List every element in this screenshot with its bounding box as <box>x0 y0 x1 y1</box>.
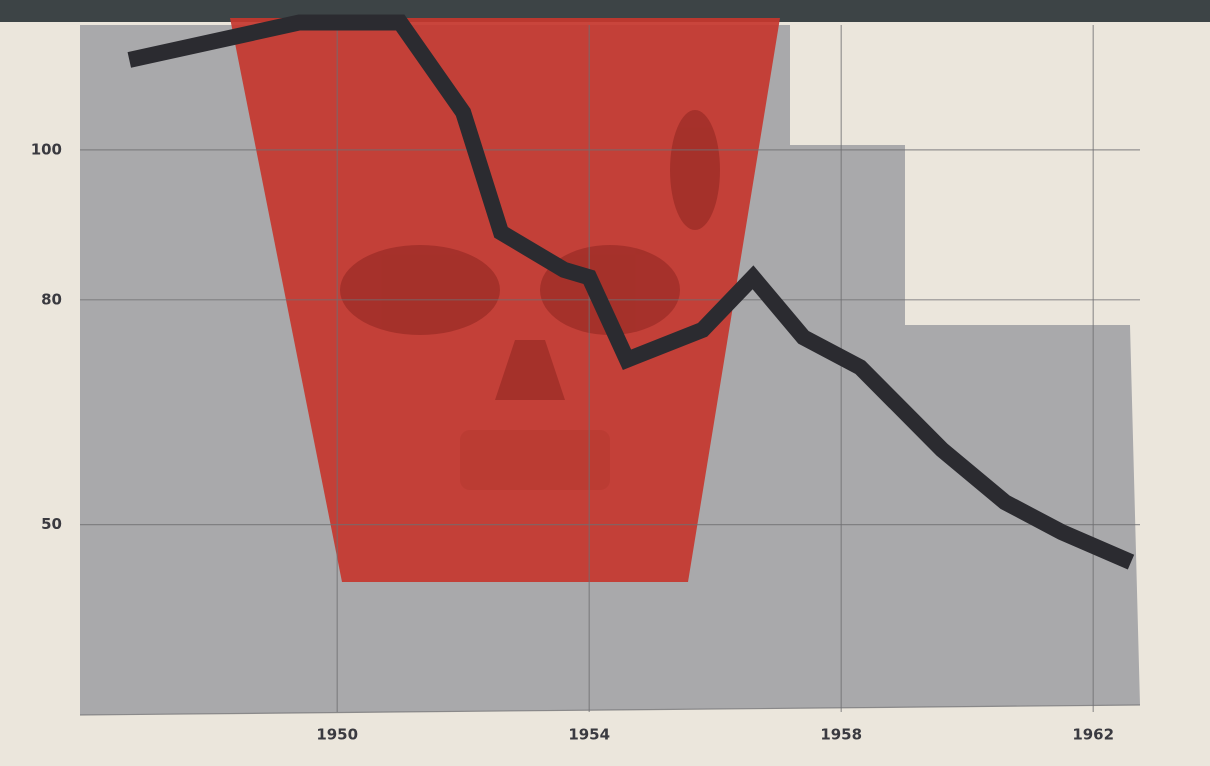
chart: 100 80 50 1950 1954 1958 1962 <box>0 0 1210 766</box>
y-tick-label: 80 <box>41 290 62 308</box>
x-tick-label: 1950 <box>316 726 358 744</box>
x-tick-label: 1954 <box>568 726 610 744</box>
x-tick-label: 1962 <box>1072 726 1114 744</box>
y-tick-label: 50 <box>41 515 62 533</box>
y-tick-label: 100 <box>31 140 62 158</box>
x-tick-label: 1958 <box>820 726 862 744</box>
